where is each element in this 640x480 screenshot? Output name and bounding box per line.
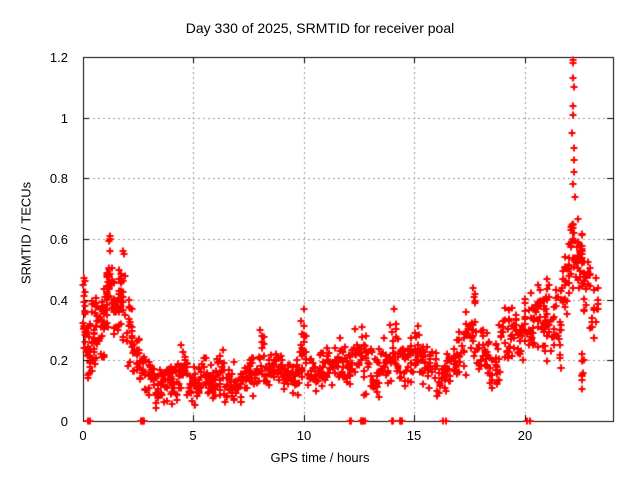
x-tick-label: 0 xyxy=(79,428,87,443)
x-tick-label: 5 xyxy=(189,428,197,443)
x-tick-label: 10 xyxy=(296,428,312,443)
y-tick-label: 0.8 xyxy=(49,171,68,186)
y-tick-label: 0 xyxy=(60,414,68,429)
x-tick-label: 20 xyxy=(517,428,533,443)
y-tick-label: 1 xyxy=(60,111,68,126)
chart-title: Day 330 of 2025, SRMTID for receiver poa… xyxy=(185,20,455,36)
y-tick-label: 1.2 xyxy=(49,50,68,65)
x-axis-title: GPS time / hours xyxy=(270,450,370,465)
y-tick-label: 0.4 xyxy=(49,293,68,308)
x-tick-label: 15 xyxy=(406,428,422,443)
y-tick-label: 0.2 xyxy=(49,353,68,368)
y-tick-label: 0.6 xyxy=(49,232,68,247)
